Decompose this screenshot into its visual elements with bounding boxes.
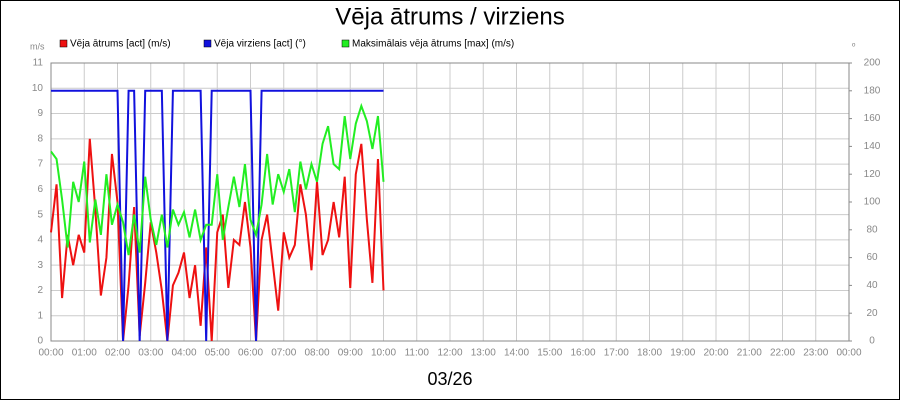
- x-tick-label: 23:00: [803, 348, 828, 359]
- x-tick-label: 15:00: [537, 348, 562, 359]
- x-tick-label: 10:00: [371, 348, 396, 359]
- x-tick-label: 08:00: [304, 348, 329, 359]
- x-tick-label: 01:00: [72, 348, 97, 359]
- legend-swatch: [341, 39, 350, 48]
- y2-tick-label: 60: [866, 252, 878, 263]
- x-tick-label: 20:00: [703, 348, 728, 359]
- y2-tick-label: 40: [866, 280, 878, 291]
- y2-tick-label: 80: [866, 224, 878, 235]
- y-tick-label: 0: [37, 336, 43, 347]
- y2-tick-label: 120: [864, 169, 881, 180]
- legend-label: Maksimālais vēja ātrums [max] (m/s): [352, 39, 514, 50]
- y2-axis-label: º: [852, 41, 856, 51]
- x-tick-label: 06:00: [238, 348, 263, 359]
- y-tick-label: 11: [33, 58, 44, 69]
- legend-label: Vēja virziens [act] (°): [214, 39, 306, 50]
- y2-tick-label: 180: [864, 85, 881, 96]
- y-tick-label: 7: [37, 159, 43, 170]
- chart-title: Vēja ātrums / virziens: [335, 3, 564, 30]
- y-tick-label: 10: [32, 83, 44, 94]
- x-axis-label: 03/26: [427, 369, 472, 389]
- x-tick-label: 02:00: [105, 348, 130, 359]
- x-tick-label: 00:00: [836, 348, 861, 359]
- legend-swatch: [203, 39, 212, 48]
- series-line: [51, 89, 384, 342]
- y-tick-label: 4: [37, 235, 43, 246]
- y2-tick-label: 0: [869, 336, 875, 347]
- y-tick-label: 8: [37, 133, 43, 144]
- y-axis-label: m/s: [30, 41, 45, 51]
- x-tick-label: 04:00: [171, 348, 196, 359]
- legend-label: Vēja ātrums [act] (m/s): [70, 39, 171, 50]
- y2-tick-label: 100: [864, 197, 881, 208]
- y-tick-label: 6: [37, 184, 43, 195]
- x-tick-label: 07:00: [271, 348, 296, 359]
- x-tick-label: 19:00: [670, 348, 695, 359]
- x-tick-label: 00:00: [38, 348, 63, 359]
- x-tick-label: 05:00: [205, 348, 230, 359]
- x-tick-label: 03:00: [138, 348, 163, 359]
- series-line: [50, 138, 385, 342]
- x-tick-label: 09:00: [338, 348, 363, 359]
- x-tick-label: 17:00: [604, 348, 629, 359]
- x-tick-label: 16:00: [570, 348, 595, 359]
- y2-tick-label: 160: [864, 113, 881, 124]
- x-tick-label: 22:00: [770, 348, 795, 359]
- x-tick-label: 11:00: [405, 348, 430, 359]
- x-tick-label: 12:00: [437, 348, 462, 359]
- x-tick-label: 21:00: [737, 348, 762, 359]
- y-tick-label: 1: [37, 310, 43, 321]
- plot-border: [50, 62, 850, 342]
- y-tick-label: 3: [37, 260, 43, 271]
- legend-swatch: [59, 39, 68, 48]
- y-tick-label: 2: [37, 285, 43, 296]
- y2-tick-label: 200: [864, 58, 881, 69]
- x-tick-label: 13:00: [471, 348, 496, 359]
- y2-tick-label: 20: [866, 308, 878, 319]
- series-line: [50, 102, 385, 256]
- y-tick-label: 9: [37, 108, 43, 119]
- y2-tick-label: 140: [864, 141, 881, 152]
- x-tick-label: 14:00: [504, 348, 529, 359]
- x-tick-label: 18:00: [637, 348, 662, 359]
- y-tick-label: 5: [37, 209, 43, 220]
